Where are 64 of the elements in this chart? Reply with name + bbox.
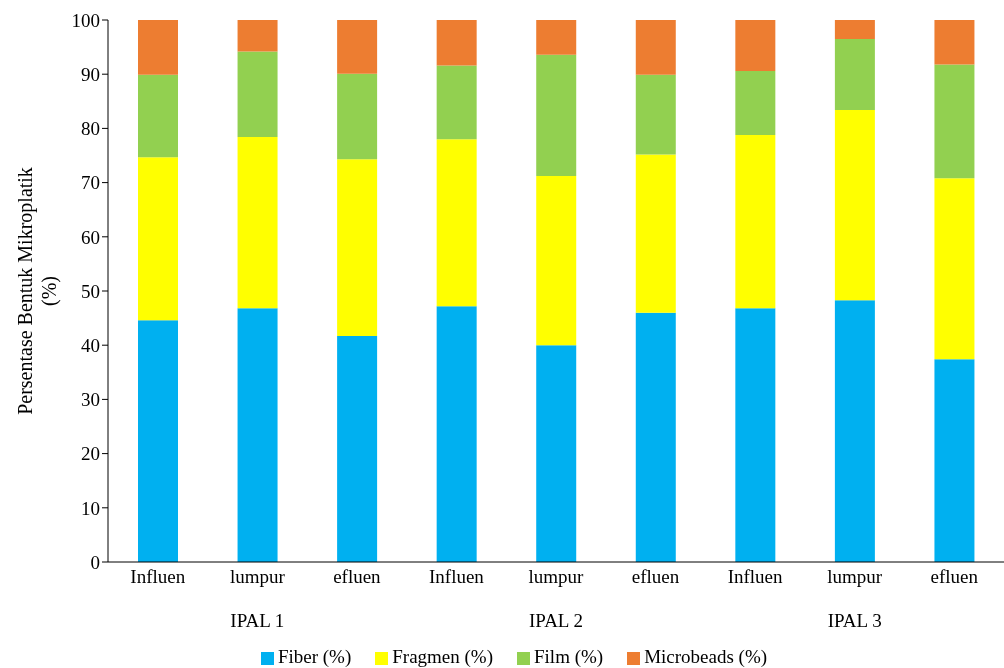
y-tick-label: 90 xyxy=(81,63,100,85)
text: IPAL 1 xyxy=(230,610,285,632)
y-tick-label: 50 xyxy=(81,280,100,302)
legend-label: Film (%) xyxy=(534,646,604,667)
y-tick-label: 40 xyxy=(81,334,100,356)
bar xyxy=(934,178,975,360)
bar xyxy=(337,335,378,562)
bar xyxy=(635,312,676,562)
y-tick-label: 100 xyxy=(71,9,100,31)
bar xyxy=(934,20,975,65)
bar xyxy=(138,20,178,75)
bar xyxy=(337,73,378,160)
x-tick-label: lumpur xyxy=(229,566,286,588)
bar xyxy=(934,359,975,562)
x-tick-label: efluen xyxy=(930,566,979,588)
bar xyxy=(635,20,676,75)
bar xyxy=(735,308,776,562)
bar xyxy=(735,134,776,309)
y-tick-label: 80 xyxy=(81,118,100,140)
bar xyxy=(934,64,975,179)
x-tick-label: lumpur xyxy=(528,566,585,588)
bar xyxy=(138,157,178,321)
bar xyxy=(536,345,577,562)
bar xyxy=(635,154,676,313)
bar xyxy=(436,306,477,562)
bar xyxy=(138,320,178,562)
bar xyxy=(337,20,378,74)
x-tick-label: efluen xyxy=(333,566,382,588)
legend-label: Fragmen (%) xyxy=(392,646,494,667)
x-tick-label: Influen xyxy=(727,566,784,588)
x-tick-label: Influen xyxy=(130,566,186,588)
bar xyxy=(536,54,577,177)
bar xyxy=(237,137,278,309)
bar xyxy=(735,70,776,135)
x-tick-label: lumpur xyxy=(827,566,883,588)
bar xyxy=(436,139,477,307)
text: IPAL 3 xyxy=(827,610,882,632)
bar xyxy=(834,109,875,301)
bar xyxy=(536,176,577,346)
bar xyxy=(237,51,278,138)
x-tick-label: efluen xyxy=(631,566,680,588)
y-tick-label: 10 xyxy=(81,497,100,519)
bar xyxy=(138,74,178,158)
legend-label: Microbeads (%) xyxy=(644,646,768,667)
legend-label: Fiber (%) xyxy=(277,646,352,667)
x-tick-label: Influen xyxy=(429,566,485,588)
y-axis-title: Persentase Bentuk Mikroplatik (%) xyxy=(14,167,61,415)
text: IPAL 2 xyxy=(528,610,584,632)
bar xyxy=(735,20,776,71)
y-tick-label: 20 xyxy=(81,443,100,465)
bar xyxy=(436,65,477,140)
bar xyxy=(436,20,477,66)
bar xyxy=(237,308,278,562)
bar xyxy=(834,300,875,562)
y-tick-label: 60 xyxy=(81,226,100,248)
bar xyxy=(834,38,875,110)
y-tick-label: 70 xyxy=(81,172,100,194)
bar xyxy=(536,20,577,55)
bar xyxy=(635,74,676,155)
bar xyxy=(337,159,378,336)
y-tick-label: 30 xyxy=(81,389,100,411)
bar xyxy=(237,20,278,52)
bar xyxy=(834,20,875,39)
y-tick-label: 0 xyxy=(90,551,100,573)
